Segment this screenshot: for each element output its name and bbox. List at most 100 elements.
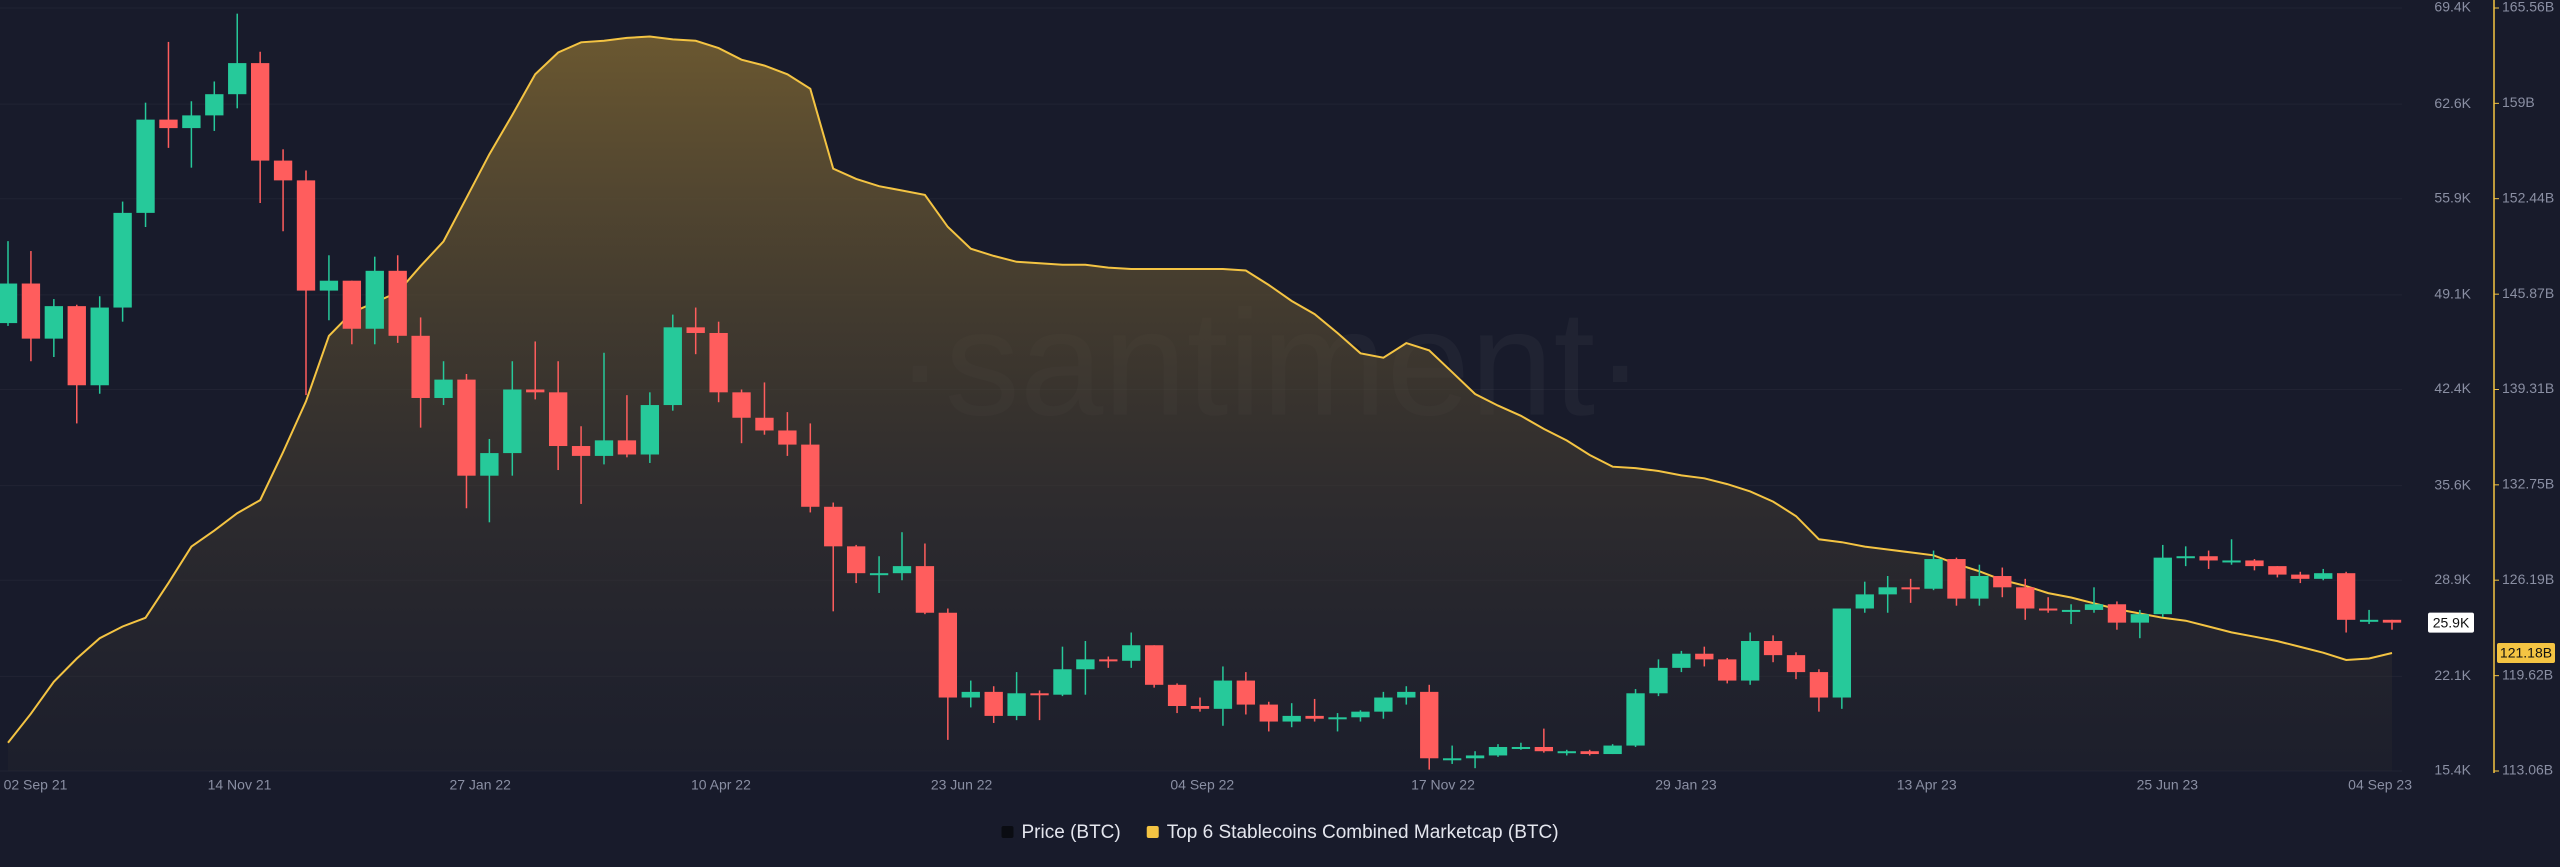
candle-body xyxy=(1076,659,1095,670)
x-tick-label: 23 Jun 22 xyxy=(931,777,993,793)
y2-tick-label: 132.75B xyxy=(2502,476,2554,492)
x-tick-label: 02 Sep 21 xyxy=(4,777,68,793)
candle-body xyxy=(2245,560,2264,567)
y2-tick-label: 126.19B xyxy=(2502,571,2554,587)
y-tick-label: 55.9K xyxy=(2434,189,2471,205)
current-badge xyxy=(2497,642,2555,663)
candle-body xyxy=(296,180,316,291)
legend-label: Top 6 Stablecoins Combined Marketcap (BT… xyxy=(1167,822,1559,843)
candle-body xyxy=(1534,746,1554,752)
candle-body xyxy=(1740,641,1760,681)
candle-body xyxy=(709,332,728,393)
candle-body xyxy=(1763,641,1783,656)
candle-body xyxy=(1695,653,1714,660)
candle-body xyxy=(2336,573,2356,620)
legend-swatch xyxy=(1146,826,1159,838)
candle-body xyxy=(411,335,430,398)
y-tick-label: 35.6K xyxy=(2434,476,2471,492)
candle-body xyxy=(1030,693,1049,696)
candle-body xyxy=(1144,645,1164,685)
candle-body xyxy=(2222,560,2241,563)
candle-body xyxy=(1351,711,1370,718)
candle-body xyxy=(2038,608,2058,611)
candle-body xyxy=(846,546,866,574)
candle-body xyxy=(1236,680,1256,705)
candle-body xyxy=(1488,746,1508,756)
candle-body xyxy=(548,392,568,447)
candle-body xyxy=(594,440,614,456)
y-tick-label: 49.1K xyxy=(2434,286,2471,302)
x-tick-label: 14 Nov 21 xyxy=(208,777,272,793)
candle-body xyxy=(434,379,453,398)
candle-body xyxy=(1603,745,1622,755)
candle-body xyxy=(640,405,660,455)
y-tick-label: 69.4K xyxy=(2434,0,2471,15)
candle-body xyxy=(732,392,751,418)
candle-body xyxy=(1649,667,1668,694)
x-tick-label: 04 Sep 22 xyxy=(1170,777,1234,793)
candle-body xyxy=(365,270,384,329)
candle-body xyxy=(617,440,637,455)
candle-body xyxy=(1878,587,1897,595)
y2-tick-label: 152.44B xyxy=(2502,189,2554,205)
candle-body xyxy=(2199,556,2218,561)
candle-body xyxy=(1305,715,1324,719)
candle-body xyxy=(1190,706,1210,709)
candle-body xyxy=(1993,576,2012,588)
candle-body xyxy=(1511,746,1531,749)
candle-body xyxy=(457,379,476,476)
candle-body xyxy=(2153,557,2172,615)
candle-body xyxy=(1970,576,1989,599)
candle-body xyxy=(1122,645,1141,661)
candle-body xyxy=(2061,609,2081,612)
candle-body xyxy=(21,283,41,339)
candle-body xyxy=(2268,566,2287,575)
candle-body xyxy=(1901,587,1920,590)
candle-body xyxy=(503,389,522,454)
candle-body xyxy=(90,307,109,386)
candle-body xyxy=(961,691,980,698)
candle-body xyxy=(182,115,201,129)
candle-body xyxy=(113,212,132,308)
candle-body xyxy=(663,327,682,406)
candle-body xyxy=(136,119,155,213)
candle-body xyxy=(1580,751,1599,755)
current-badge xyxy=(2428,612,2474,633)
candle-body xyxy=(778,430,797,445)
candle-body xyxy=(228,63,247,95)
candle-body xyxy=(1328,717,1347,720)
current-label: 121.18B xyxy=(2500,645,2552,661)
candle-body xyxy=(1855,594,1874,609)
candle-body xyxy=(571,446,591,456)
candle-body xyxy=(1420,691,1439,759)
candle-body xyxy=(1626,693,1645,746)
candle-body xyxy=(1809,672,1829,698)
y-tick-label: 22.1K xyxy=(2434,667,2471,683)
x-tick-label: 25 Jun 23 xyxy=(2137,777,2199,793)
candle-body xyxy=(1259,704,1278,722)
candle-body xyxy=(2314,573,2333,579)
candle-body xyxy=(1397,691,1416,698)
y2-tick-label: 139.31B xyxy=(2502,380,2554,396)
y2-tick-label: 119.62B xyxy=(2502,666,2553,682)
candle-body xyxy=(824,506,843,547)
candle-body xyxy=(1442,758,1462,761)
candle-body xyxy=(1282,715,1301,722)
candle-body xyxy=(938,612,958,698)
candle-body xyxy=(2084,604,2104,610)
area-fill xyxy=(8,36,2392,771)
candle-body xyxy=(915,566,935,613)
x-tick-label: 27 Jan 22 xyxy=(449,777,511,793)
y-tick-label: 28.9K xyxy=(2434,571,2471,587)
candle-body xyxy=(755,417,774,431)
candle-body xyxy=(0,283,18,324)
candle-body xyxy=(1557,751,1576,754)
current-label: 25.9K xyxy=(2433,614,2470,630)
x-tick-label: 13 Apr 23 xyxy=(1897,777,1957,793)
legend: Price (BTC) Top 6 Stablecoins Combined Ma… xyxy=(1001,822,1559,843)
candle-body xyxy=(342,280,362,329)
candle-body xyxy=(1786,655,1806,673)
y-tick-label: 62.6K xyxy=(2434,95,2471,111)
candle-body xyxy=(44,306,64,339)
